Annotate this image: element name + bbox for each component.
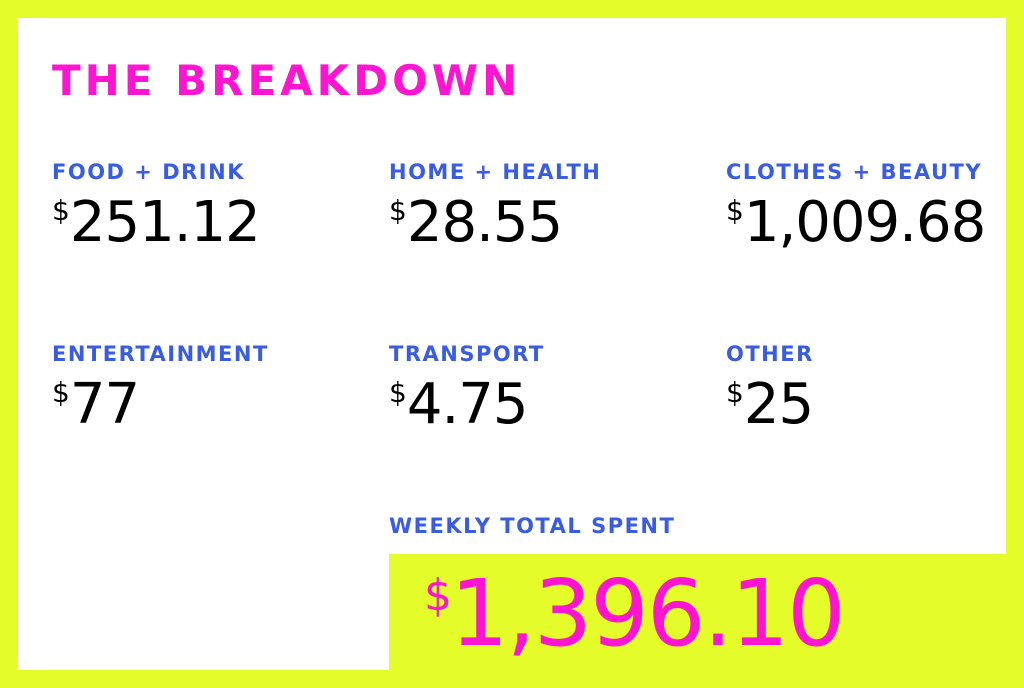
amount-value: 4.75 (406, 372, 529, 437)
category-label: ENTERTAINMENT (52, 342, 269, 366)
category-label: FOOD + DRINK (52, 160, 245, 184)
total-label: WEEKLY TOTAL SPENT (389, 514, 676, 538)
category-amount: $4.75 (389, 372, 545, 437)
currency-symbol: $ (726, 194, 744, 227)
amount-value: 25 (743, 372, 814, 437)
amount-value: 28.55 (406, 190, 563, 255)
category-entertainment: ENTERTAINMENT $77 (52, 342, 269, 437)
category-label: TRANSPORT (389, 342, 545, 366)
category-label: CLOTHES + BEAUTY (726, 160, 983, 184)
amount-value: 77 (69, 372, 140, 437)
category-label: OTHER (726, 342, 814, 366)
amount-value: 251.12 (69, 190, 261, 255)
amount-value: 1,009.68 (743, 190, 986, 255)
currency-symbol: $ (389, 194, 407, 227)
category-amount: $25 (726, 372, 814, 437)
category-transport: TRANSPORT $4.75 (389, 342, 545, 437)
category-amount: $251.12 (52, 190, 261, 255)
currency-symbol: $ (726, 376, 744, 409)
currency-symbol: $ (52, 194, 70, 227)
category-other: OTHER $25 (726, 342, 814, 437)
total-value: 1,396.10 (450, 560, 846, 667)
page-title: THE BREAKDOWN (52, 56, 522, 105)
currency-symbol: $ (389, 376, 407, 409)
category-clothes-beauty: CLOTHES + BEAUTY $1,009.68 (726, 160, 986, 255)
currency-symbol: $ (52, 376, 70, 409)
category-food-drink: FOOD + DRINK $251.12 (52, 160, 261, 255)
total-amount: $1,396.10 (424, 560, 846, 667)
category-amount: $77 (52, 372, 269, 437)
category-amount: $28.55 (389, 190, 601, 255)
panel-background-left (18, 18, 389, 670)
category-amount: $1,009.68 (726, 190, 986, 255)
currency-symbol: $ (424, 570, 452, 621)
category-label: HOME + HEALTH (389, 160, 602, 184)
category-home-health: HOME + HEALTH $28.55 (389, 160, 601, 255)
